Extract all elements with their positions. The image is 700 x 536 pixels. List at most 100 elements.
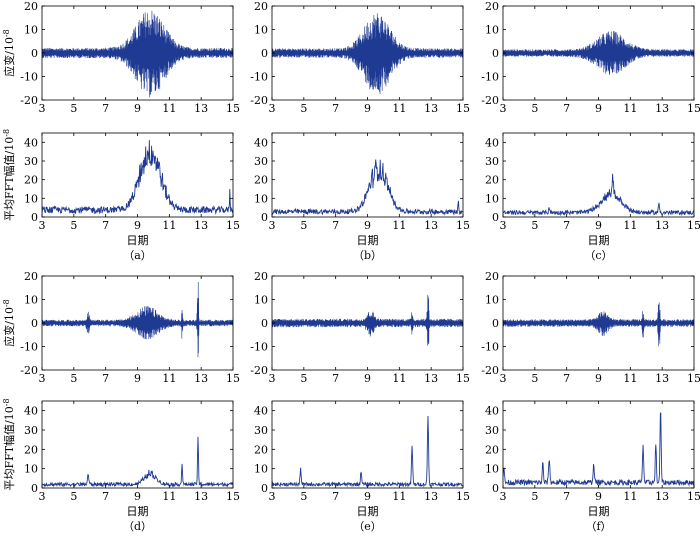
axes-frame bbox=[502, 132, 695, 218]
x-tick-label: 5 bbox=[531, 102, 538, 115]
y-tick-label: -20 bbox=[250, 94, 268, 107]
series-line bbox=[503, 173, 694, 217]
x-tick-label: 9 bbox=[364, 372, 371, 385]
x-tick-label: 7 bbox=[563, 219, 570, 232]
series-line bbox=[272, 295, 463, 346]
y-tick-label: 20 bbox=[24, 0, 38, 13]
panel-label: （c） bbox=[584, 249, 612, 262]
series-line bbox=[503, 31, 694, 75]
x-tick-label: 11 bbox=[162, 372, 176, 385]
y-tick-label: 10 bbox=[24, 294, 38, 307]
series-line bbox=[42, 436, 233, 488]
x-axis-label: 日期 bbox=[127, 234, 149, 247]
x-tick-label: 13 bbox=[194, 490, 208, 503]
y-axis-label: 平均FFT幅值/10-8 bbox=[2, 129, 16, 221]
panel-a-fft: 3 5 7 9 11 13 15 0 10 20 30 40 日期 （a） 平均FFT幅值/10-8 bbox=[2, 129, 240, 262]
y-tick-label: 40 bbox=[24, 405, 38, 418]
y-tick-label: 0 bbox=[261, 47, 268, 60]
x-tick-label: 15 bbox=[456, 490, 470, 503]
x-tick-label: 13 bbox=[655, 219, 669, 232]
x-tick-label: 3 bbox=[269, 490, 276, 503]
x-tick-label: 11 bbox=[623, 219, 637, 232]
y-tick-label: 10 bbox=[254, 294, 268, 307]
y-tick-label: -10 bbox=[481, 71, 499, 84]
y-tick-label: 30 bbox=[485, 155, 499, 168]
x-tick-label: 9 bbox=[364, 219, 371, 232]
x-tick-label: 11 bbox=[392, 372, 406, 385]
y-tick-label: 40 bbox=[24, 136, 38, 149]
x-tick-label: 15 bbox=[687, 219, 700, 232]
x-tick-label: 11 bbox=[623, 490, 637, 503]
x-tick-label: 3 bbox=[39, 490, 46, 503]
x-tick-label: 3 bbox=[269, 102, 276, 115]
x-tick-label: 13 bbox=[424, 219, 438, 232]
x-tick-label: 9 bbox=[595, 219, 602, 232]
y-tick-label: 30 bbox=[485, 424, 499, 437]
x-tick-label: 13 bbox=[194, 219, 208, 232]
x-tick-label: 3 bbox=[500, 102, 507, 115]
series-line bbox=[503, 302, 694, 347]
x-tick-label: 7 bbox=[102, 372, 109, 385]
x-tick-label: 7 bbox=[102, 219, 109, 232]
x-tick-label: 13 bbox=[655, 490, 669, 503]
panel-c-strain: 3 5 7 9 11 13 15 -20 -10 0 10 20 bbox=[481, 0, 700, 115]
y-tick-label: 10 bbox=[24, 463, 38, 476]
y-tick-label: 30 bbox=[254, 424, 268, 437]
y-tick-label: 10 bbox=[485, 463, 499, 476]
panel-label: （d） bbox=[123, 520, 152, 533]
x-tick-label: 9 bbox=[134, 490, 141, 503]
series-line bbox=[272, 13, 463, 95]
axes-frame bbox=[41, 400, 234, 489]
x-tick-label: 9 bbox=[134, 219, 141, 232]
series-line bbox=[42, 281, 233, 358]
y-tick-label: 10 bbox=[254, 24, 268, 37]
x-tick-label: 7 bbox=[332, 490, 339, 503]
x-tick-label: 5 bbox=[300, 102, 307, 115]
x-tick-label: 13 bbox=[424, 490, 438, 503]
x-axis-label: 日期 bbox=[588, 234, 610, 247]
y-tick-label: 0 bbox=[492, 482, 499, 495]
panel-label: （e） bbox=[353, 520, 382, 533]
x-tick-label: 11 bbox=[392, 102, 406, 115]
x-tick-label: 13 bbox=[424, 102, 438, 115]
y-tick-label: 20 bbox=[254, 443, 268, 456]
x-tick-label: 3 bbox=[269, 372, 276, 385]
x-tick-label: 3 bbox=[500, 219, 507, 232]
series-line bbox=[503, 412, 694, 487]
x-tick-label: 3 bbox=[39, 102, 46, 115]
x-tick-label: 9 bbox=[595, 102, 602, 115]
y-tick-label: 20 bbox=[24, 443, 38, 456]
x-tick-label: 9 bbox=[595, 372, 602, 385]
x-tick-label: 5 bbox=[70, 372, 77, 385]
x-tick-label: 7 bbox=[332, 102, 339, 115]
y-tick-label: 0 bbox=[31, 317, 38, 330]
x-tick-label: 5 bbox=[70, 219, 77, 232]
panel-c-fft: 3 5 7 9 11 13 15 0 10 20 30 40 日期 （c） bbox=[485, 132, 700, 262]
axes-frame bbox=[271, 400, 464, 489]
y-tick-label: -20 bbox=[20, 94, 38, 107]
y-tick-label: 0 bbox=[261, 482, 268, 495]
panel-label: （b） bbox=[353, 249, 382, 262]
y-tick-label: -10 bbox=[250, 71, 268, 84]
x-tick-label: 5 bbox=[300, 219, 307, 232]
x-axis-label: 日期 bbox=[357, 505, 379, 518]
y-axis-label: 应变/10-8 bbox=[2, 29, 16, 77]
y-tick-label: 0 bbox=[31, 47, 38, 60]
y-tick-label: 0 bbox=[492, 317, 499, 330]
y-tick-label: -20 bbox=[250, 364, 268, 377]
y-tick-label: 20 bbox=[24, 270, 38, 283]
x-axis-label: 日期 bbox=[357, 234, 379, 247]
x-tick-label: 7 bbox=[102, 102, 109, 115]
y-tick-label: -20 bbox=[20, 364, 38, 377]
axes-frame bbox=[41, 132, 234, 218]
series-line bbox=[272, 159, 463, 216]
x-tick-label: 7 bbox=[563, 490, 570, 503]
x-tick-label: 15 bbox=[687, 102, 700, 115]
y-tick-label: 20 bbox=[485, 270, 499, 283]
y-tick-label: 10 bbox=[254, 463, 268, 476]
x-tick-label: 9 bbox=[134, 102, 141, 115]
y-tick-label: 0 bbox=[31, 482, 38, 495]
x-tick-label: 9 bbox=[595, 490, 602, 503]
x-tick-label: 11 bbox=[162, 102, 176, 115]
